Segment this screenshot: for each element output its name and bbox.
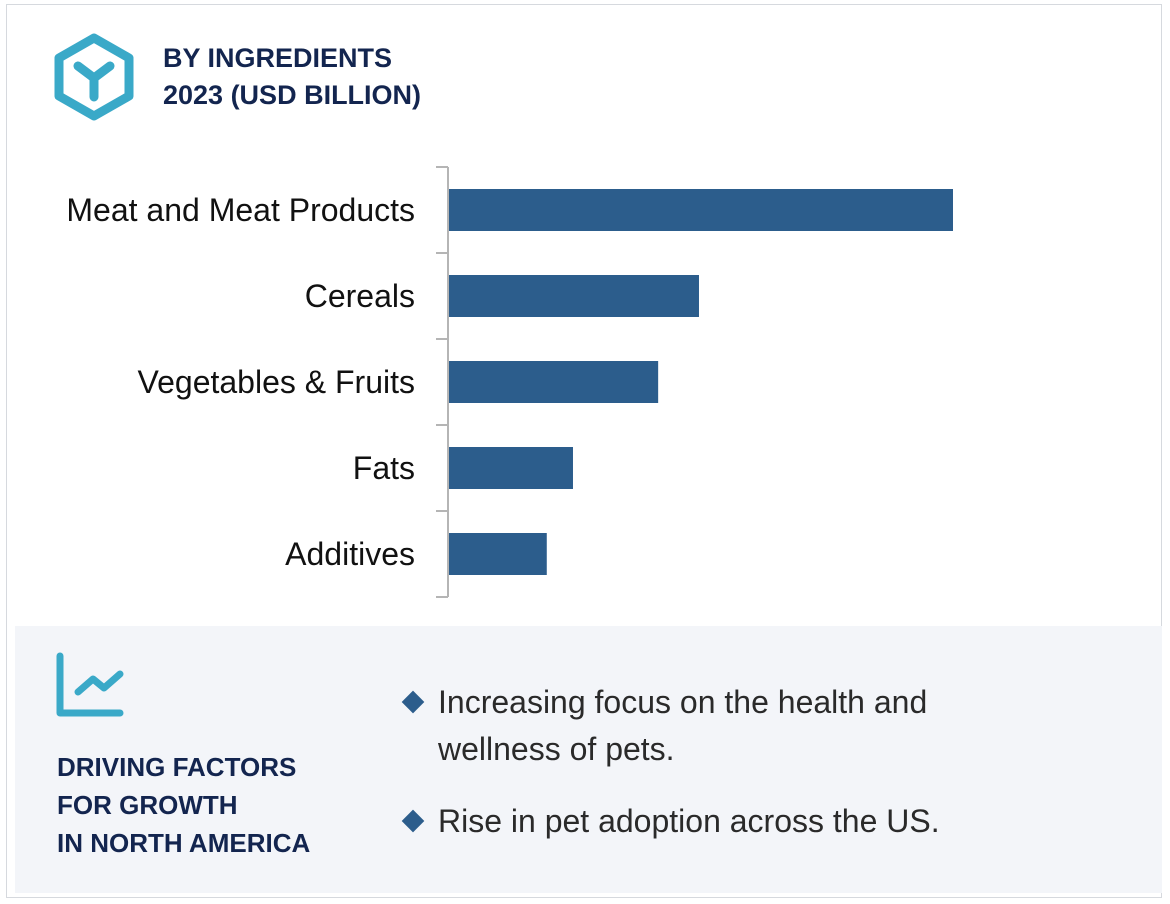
category-label: Fats (353, 450, 415, 486)
bar (449, 189, 953, 231)
title-line-1: BY INGREDIENTS (163, 43, 393, 73)
trend-chart-icon (56, 652, 124, 717)
driving-factors-panel: DRIVING FACTORS FOR GROWTH IN NORTH AMER… (15, 626, 1162, 893)
hexagon-y-icon (54, 33, 134, 121)
bullet-item: Rise in pet adoption across the US. (401, 798, 1045, 845)
category-label: Meat and Meat Products (66, 192, 415, 228)
bar (449, 533, 547, 575)
panel-title-line: DRIVING FACTORS (57, 752, 297, 782)
bullet-text: Increasing focus on the health and welln… (438, 684, 928, 767)
card-frame (6, 4, 1162, 898)
panel-title-line: IN NORTH AMERICA (57, 828, 311, 858)
bar (449, 275, 699, 317)
title-line-2: 2023 (USD BILLION) (163, 80, 422, 110)
bar (449, 447, 573, 489)
bullet-text: Rise in pet adoption across the US. (438, 803, 940, 839)
panel-title-line: FOR GROWTH (57, 790, 238, 820)
panel-title: DRIVING FACTORS FOR GROWTH IN NORTH AMER… (57, 748, 310, 862)
category-label: Vegetables & Fruits (138, 364, 415, 400)
bullet-item: Increasing focus on the health and welln… (401, 679, 1045, 773)
chart-title: BY INGREDIENTS 2023 (USD BILLION) (163, 40, 421, 114)
bar-chart: Meat and Meat Products Cereals Vegetables … (66, 166, 953, 598)
category-label: Cereals (305, 278, 415, 314)
category-label: Additives (285, 536, 415, 572)
bar (449, 361, 659, 403)
